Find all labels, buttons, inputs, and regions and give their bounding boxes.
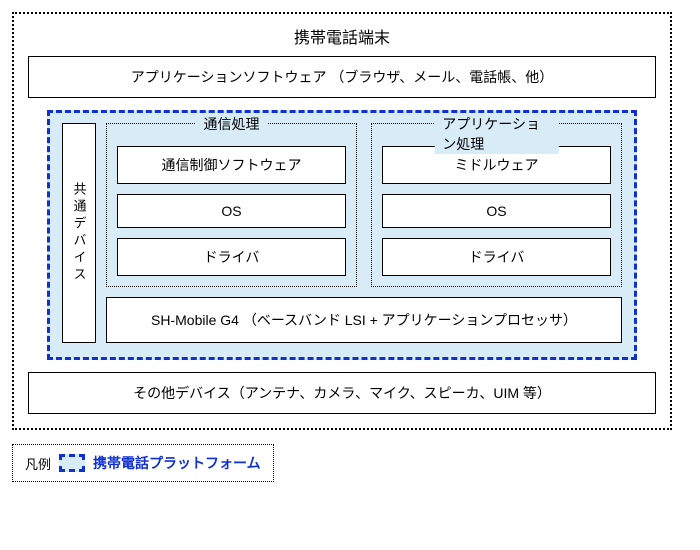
platform-container: 共通デバイス 通信処理 通信制御ソフトウェア OS ドライバ アプリケーション処… xyxy=(47,110,637,360)
legend: 凡例 携帯電話プラットフォーム xyxy=(12,444,274,482)
app-item-1: OS xyxy=(382,194,611,228)
comm-item-1: OS xyxy=(117,194,346,228)
processing-columns: 通信処理 通信制御ソフトウェア OS ドライバ アプリケーション処理 ミドルウェ… xyxy=(106,123,622,287)
app-item-2: ドライバ xyxy=(382,238,611,276)
app-group-title: アプリケーション処理 xyxy=(434,114,559,154)
app-processing-group: アプリケーション処理 ミドルウェア OS ドライバ xyxy=(371,123,622,287)
application-software-box: アプリケーションソフトウェア （ブラウザ、メール、電話帳、他） xyxy=(28,56,656,98)
legend-label: 凡例 xyxy=(25,454,51,473)
comm-item-0: 通信制御ソフトウェア xyxy=(117,146,346,184)
chip-box: SH-Mobile G4 （ベースバンド LSI + アプリケーションプロセッサ… xyxy=(106,297,622,343)
legend-text: 携帯電話プラットフォーム xyxy=(93,453,261,473)
shared-device-box: 共通デバイス xyxy=(62,123,96,343)
legend-swatch xyxy=(59,454,85,472)
comm-group-title: 通信処理 xyxy=(196,114,268,134)
comm-item-2: ドライバ xyxy=(117,238,346,276)
terminal-title: 携帯電話端末 xyxy=(28,24,656,48)
comm-processing-group: 通信処理 通信制御ソフトウェア OS ドライバ xyxy=(106,123,357,287)
terminal-container: 携帯電話端末 アプリケーションソフトウェア （ブラウザ、メール、電話帳、他） 共… xyxy=(12,12,672,430)
other-devices-box: その他デバイス（アンテナ、カメラ、マイク、スピーカ、UIM 等） xyxy=(28,372,656,414)
platform-right: 通信処理 通信制御ソフトウェア OS ドライバ アプリケーション処理 ミドルウェ… xyxy=(106,123,622,343)
